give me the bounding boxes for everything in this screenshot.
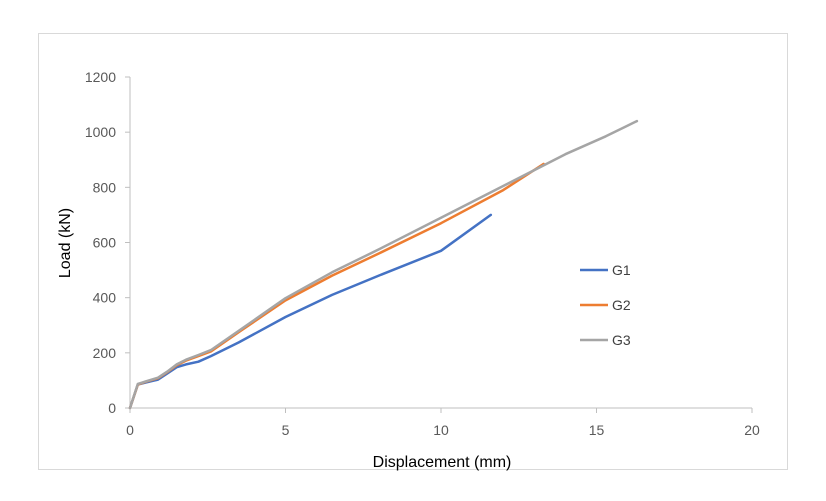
x-tick-label: 10 (433, 422, 449, 438)
legend: G1 G2 G3 (580, 262, 631, 348)
legend-label-g3: G3 (612, 332, 631, 348)
x-axis-title: Displacement (mm) (373, 454, 512, 471)
y-axis-title: Load (kN) (57, 208, 74, 278)
legend-label-g2: G2 (612, 297, 631, 313)
legend-label-g1: G1 (612, 262, 631, 278)
y-tick-label: 800 (93, 179, 117, 195)
chart-frame (38, 33, 788, 470)
y-tick-label: 600 (93, 235, 117, 251)
plot-area: 0 200 400 600 800 1000 1200 0 5 10 15 20 (85, 69, 760, 438)
y-tick-label: 0 (108, 400, 116, 416)
y-tick-label: 1000 (85, 124, 116, 140)
x-tick-label: 15 (589, 422, 605, 438)
series-line-g1 (128, 213, 493, 410)
series-line-g2 (128, 162, 545, 410)
x-tick-label: 5 (282, 422, 290, 438)
y-tick-label: 1200 (85, 69, 116, 85)
x-tick-label: 0 (126, 422, 134, 438)
y-tick-label: 400 (93, 290, 117, 306)
y-tick-label: 200 (93, 345, 117, 361)
series-line-g3 (128, 119, 639, 410)
x-tick-label: 20 (744, 422, 760, 438)
